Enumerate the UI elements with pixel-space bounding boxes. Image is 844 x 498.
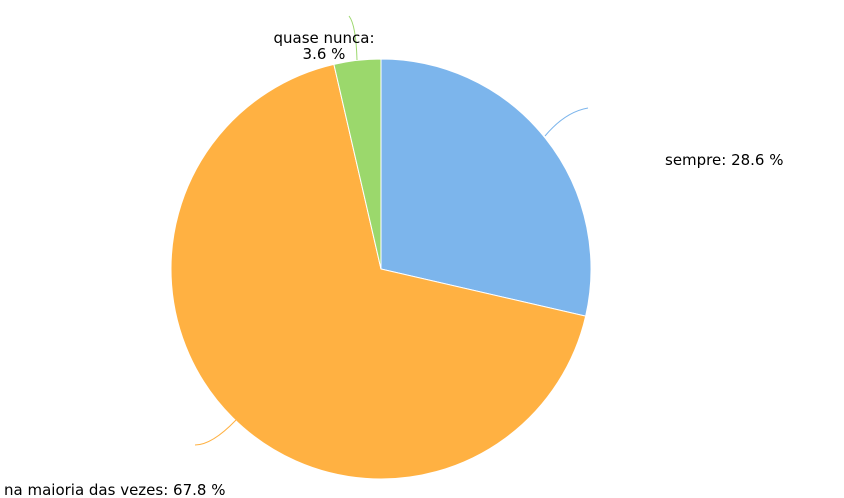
pie-slice (170, 63, 587, 480)
data-label: quase nunca: 3.6 % (273, 29, 375, 63)
pie-slice (333, 58, 382, 270)
pie-slice (380, 58, 592, 317)
data-label: sempre: 28.6 % (665, 151, 784, 169)
connector (194, 419, 237, 446)
data-label: na maioria das vezes: 67.8 % (4, 481, 226, 498)
connector (544, 107, 589, 137)
connector (348, 15, 358, 61)
